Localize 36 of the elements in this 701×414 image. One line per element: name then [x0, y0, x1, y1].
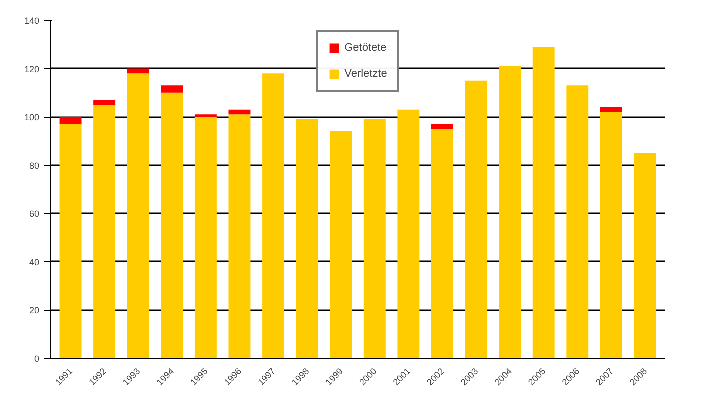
- legend-label: Getötete: [344, 42, 387, 54]
- bar: [194, 114, 217, 118]
- bar: [228, 114, 251, 358]
- bar: [194, 117, 217, 358]
- y-tick-label: 80: [29, 160, 40, 171]
- bar: [431, 129, 454, 358]
- bar: [532, 47, 555, 358]
- bar: [94, 100, 116, 105]
- y-tick-label: 40: [29, 257, 40, 268]
- y-tick-label: 120: [24, 64, 40, 74]
- bar: [499, 66, 522, 358]
- bar: [94, 105, 116, 358]
- bar: [398, 110, 420, 358]
- bar: [600, 107, 622, 112]
- y-tick-label: 60: [29, 209, 40, 220]
- bar: [566, 86, 589, 358]
- bar: [600, 112, 622, 358]
- bar: [60, 124, 82, 358]
- bar: [465, 80, 488, 358]
- bar: [330, 132, 352, 358]
- bar: [296, 119, 318, 358]
- bar: [634, 153, 656, 358]
- bar: [262, 74, 285, 358]
- bar: [127, 68, 150, 74]
- legend-label: Verletzte: [344, 68, 388, 80]
- bar: [60, 117, 82, 124]
- y-tick-label: 140: [24, 16, 40, 26]
- y-tick-label: 20: [29, 306, 40, 316]
- y-tick-label: 100: [24, 112, 40, 123]
- bar: [127, 74, 150, 358]
- bar: [161, 92, 184, 358]
- bar: [364, 119, 386, 358]
- bar: [161, 86, 184, 93]
- bar: [228, 110, 251, 115]
- y-tick-label: 0: [34, 354, 40, 364]
- bar: [431, 124, 454, 130]
